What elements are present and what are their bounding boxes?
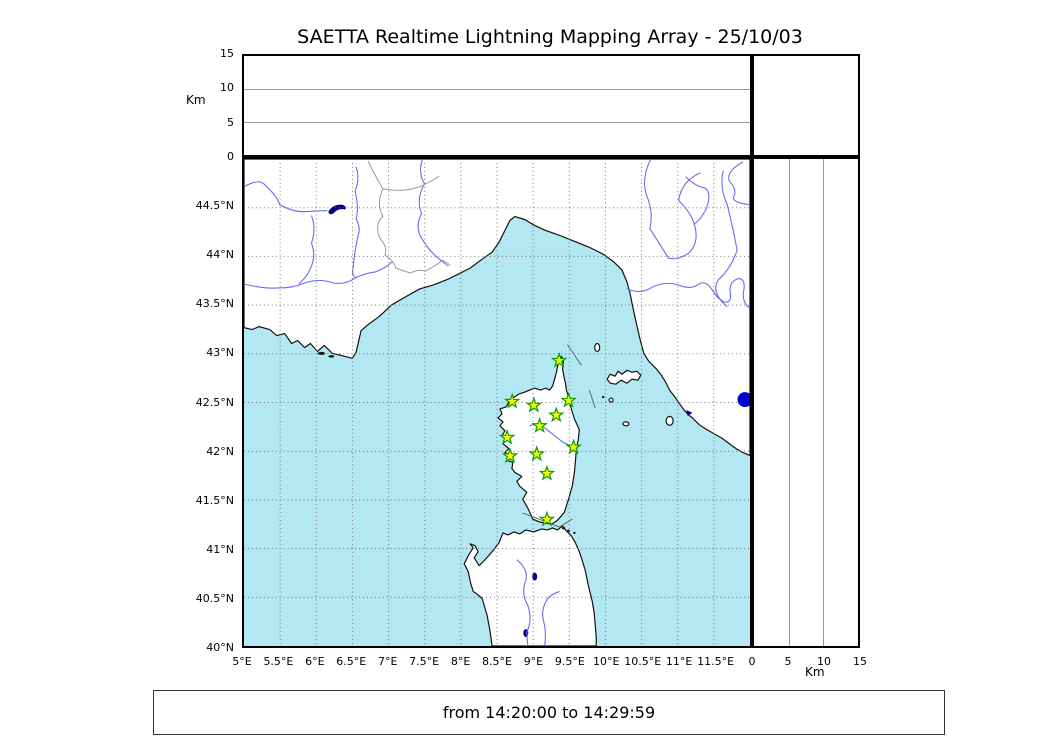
- lon-tick-label: 7°E: [377, 655, 398, 668]
- montecristo-island: [608, 397, 614, 403]
- corsica-island: [497, 355, 580, 525]
- lon-tick-label: 8°E: [450, 655, 471, 668]
- altitude-grid-line: [244, 89, 750, 90]
- station-marker: [565, 438, 582, 455]
- station-marker: [501, 447, 519, 464]
- station-marker: [525, 396, 543, 413]
- time-range-bar: from 14:20:00 to 14:29:59: [153, 690, 945, 735]
- lat-tick-label: 40.5°N: [195, 591, 234, 605]
- station-marker: [538, 464, 556, 481]
- capraia-island: [594, 342, 601, 353]
- maddalena-islet: [573, 531, 576, 535]
- lat-tick-label: 41°N: [206, 542, 234, 556]
- station-marker: [528, 445, 546, 462]
- giglio-island: [665, 415, 674, 426]
- altitude-histogram-box: [752, 54, 860, 157]
- lon-tick-label: 10.5°E: [624, 655, 662, 668]
- alpine-lake: [328, 204, 346, 215]
- altitude-tick-label: 15: [220, 47, 234, 60]
- lat-tick-label: 43°N: [206, 346, 234, 360]
- map-canvas: [244, 159, 750, 646]
- station-marker: [503, 392, 521, 409]
- pianosa-island: [622, 421, 630, 427]
- altitude-longitude-panel: [242, 54, 752, 157]
- lat-tick-label: 42.5°N: [195, 395, 234, 409]
- altitude-tick-label: 5: [784, 655, 792, 668]
- station-marker: [560, 391, 577, 408]
- altitude-axis-name-bottom: Km: [805, 665, 825, 679]
- altitude-tick-label: 10: [220, 81, 234, 95]
- station-marker: [498, 428, 516, 445]
- map-panel: [242, 157, 752, 648]
- altitude-tick-label: 15: [853, 655, 867, 668]
- altitude-grid-line: [244, 122, 750, 123]
- altitude-grid-line: [788, 159, 790, 646]
- lon-tick-label: 10°E: [593, 655, 620, 668]
- lat-tick-label: 41.5°N: [195, 493, 234, 507]
- maddalena-islet: [567, 529, 570, 533]
- lat-tick-label: 44°N: [206, 248, 234, 262]
- lon-tick-label: 7.5°E: [409, 655, 440, 668]
- altitude-tick-label: 5: [227, 115, 234, 129]
- lon-tick-label: 9.5°E: [554, 655, 585, 668]
- altitude-tick-label: 0: [227, 150, 234, 163]
- lat-tick-label: 43.5°N: [195, 297, 234, 311]
- lat-tick-label: 44.5°N: [195, 199, 234, 213]
- hyeres-islet: [328, 355, 335, 358]
- lon-tick-label: 11.5°E: [697, 655, 735, 668]
- small-islet: [601, 395, 605, 399]
- maritime-limit-lines: [522, 344, 596, 528]
- station-marker: [550, 351, 568, 368]
- lat-tick-label: 42°N: [206, 444, 234, 458]
- station-marker: [538, 510, 556, 527]
- maddalena-islet: [561, 526, 565, 530]
- lon-tick-label: 9°E: [523, 655, 544, 668]
- time-range-text: from 14:20:00 to 14:29:59: [442, 703, 656, 722]
- lon-tick-label: 6.5°E: [336, 655, 367, 668]
- altitude-grid-line: [823, 159, 825, 646]
- lat-tick-label: 40°N: [206, 641, 234, 654]
- lon-tick-label: 5°E: [232, 655, 252, 668]
- altitude-latitude-panel: [752, 157, 860, 648]
- altitude-axis-name-left: Km: [186, 93, 206, 107]
- page-title: SAETTA Realtime Lightning Mapping Array …: [297, 26, 803, 48]
- lon-tick-label: 11°E: [665, 655, 693, 668]
- sardinia-lake: [532, 572, 538, 581]
- lon-tick-label: 8.5°E: [482, 655, 512, 668]
- altitude-tick-label: 0: [748, 655, 756, 668]
- elba-island: [606, 369, 642, 385]
- orbetello-lagoon: [686, 409, 693, 416]
- station-marker: [547, 406, 565, 423]
- country-borders: [367, 160, 451, 274]
- lon-tick-label: 5.5°E: [263, 655, 294, 668]
- altitude-tick-label: 10: [817, 655, 831, 668]
- station-marker: [531, 417, 548, 433]
- lon-tick-label: 6°E: [305, 655, 325, 668]
- lightning-source-dot: [737, 392, 750, 408]
